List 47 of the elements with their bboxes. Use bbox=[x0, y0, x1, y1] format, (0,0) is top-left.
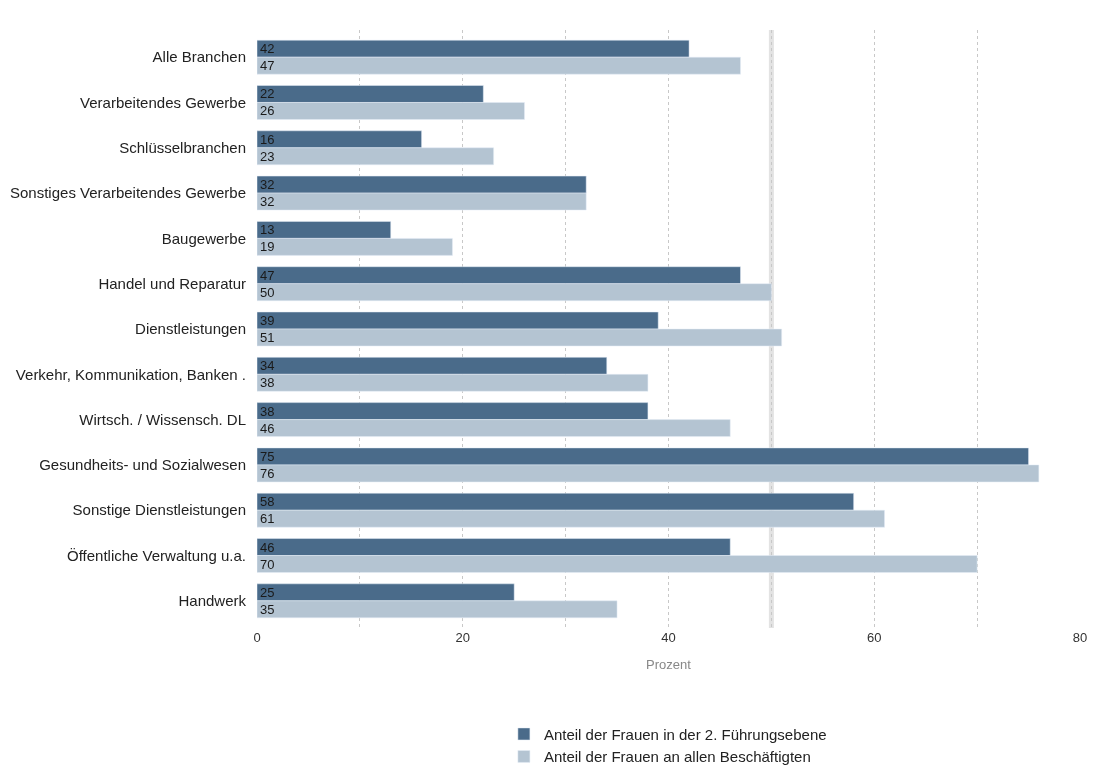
data-label: 38 bbox=[260, 403, 275, 419]
y-tick-label: Sonstige Dienstleistungen bbox=[72, 501, 246, 519]
x-tick-label: 60 bbox=[867, 630, 882, 645]
data-label: 23 bbox=[260, 148, 275, 164]
data-label: 47 bbox=[260, 267, 275, 283]
data-label: 70 bbox=[260, 556, 275, 572]
data-label: 61 bbox=[260, 511, 275, 527]
y-tick-label: Baugewerbe bbox=[161, 229, 246, 247]
data-label: 32 bbox=[260, 177, 275, 193]
legend-label: Anteil der Frauen in der 2. Führungsebene bbox=[543, 725, 827, 743]
data-label: 34 bbox=[260, 358, 275, 374]
data-label: 26 bbox=[260, 103, 275, 119]
y-tick-label: Handwerk bbox=[178, 592, 247, 610]
y-tick-label: Verarbeitendes Gewerbe bbox=[80, 93, 246, 111]
x-tick-label: 80 bbox=[1072, 630, 1088, 645]
data-label: 25 bbox=[260, 584, 275, 600]
x-axis-title: Prozent bbox=[646, 656, 692, 672]
data-label: 16 bbox=[260, 131, 275, 147]
y-tick-label: Verkehr, Kommunikation, Banken . bbox=[15, 365, 246, 383]
x-tick-label: 20 bbox=[455, 630, 470, 645]
data-label: 58 bbox=[260, 494, 275, 510]
data-label: 39 bbox=[260, 313, 275, 329]
data-label: 46 bbox=[260, 420, 275, 436]
data-label: 75 bbox=[260, 448, 275, 464]
data-label: 19 bbox=[260, 239, 275, 255]
legend-label: Anteil der Frauen an allen Beschäftigten bbox=[543, 748, 811, 766]
x-tick-label: 40 bbox=[661, 630, 676, 645]
data-label: 13 bbox=[260, 222, 275, 238]
data-label: 51 bbox=[260, 329, 275, 345]
data-label: 35 bbox=[260, 601, 275, 617]
data-label: 47 bbox=[260, 58, 275, 74]
data-label: 76 bbox=[260, 465, 275, 481]
y-tick-label: Schlüsselbranchen bbox=[119, 139, 246, 157]
y-tick-label: Öffentliche Verwaltung u.a. bbox=[66, 546, 246, 564]
data-label: 32 bbox=[260, 194, 275, 210]
x-tick-label: 0 bbox=[253, 630, 261, 645]
y-tick-label: Sonstiges Verarbeitendes Gewerbe bbox=[10, 184, 246, 202]
y-tick-label: Dienstleistungen bbox=[135, 320, 246, 338]
data-label: 22 bbox=[260, 86, 275, 102]
y-tick-label: Alle Branchen bbox=[152, 48, 246, 66]
data-label: 38 bbox=[260, 375, 275, 391]
data-label: 42 bbox=[260, 41, 275, 57]
data-label: 50 bbox=[260, 284, 275, 300]
y-tick-label: Gesundheits- und Sozialwesen bbox=[39, 456, 246, 474]
y-tick-label: Handel und Reparatur bbox=[98, 274, 246, 292]
data-label: 46 bbox=[260, 539, 275, 555]
y-tick-label: Wirtsch. / Wissensch. DL bbox=[79, 410, 246, 428]
